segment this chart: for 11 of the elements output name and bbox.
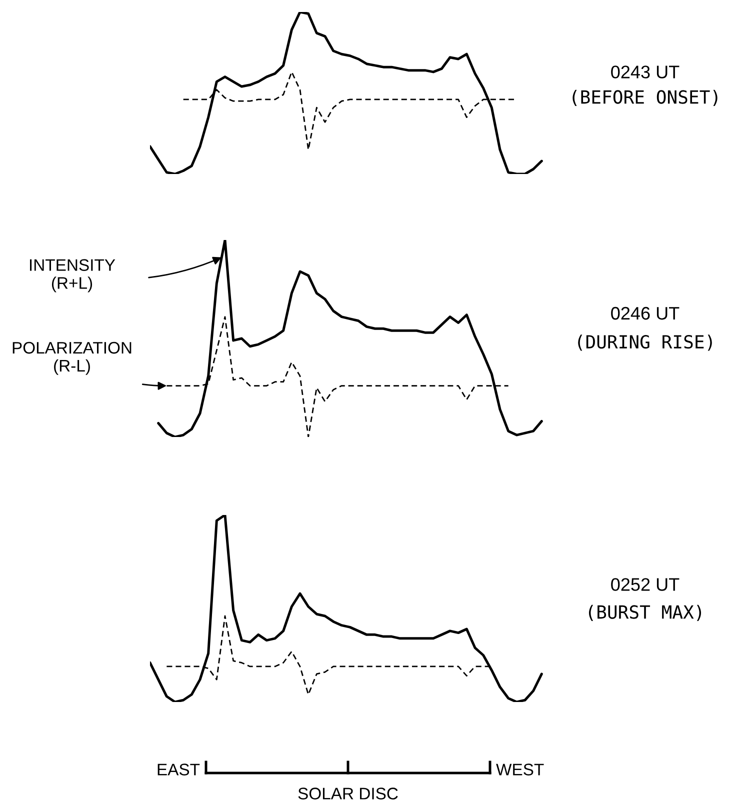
x-axis-title: SOLAR DISC — [298, 788, 398, 800]
text: (BEFORE ONSET) — [572, 90, 718, 106]
text: (BURST MAX) — [588, 604, 702, 621]
text: WEST — [496, 764, 544, 776]
text: (DURING RISE) — [578, 334, 712, 351]
text: 0252 UT — [611, 578, 680, 591]
text: EAST — [158, 764, 200, 776]
text: POLARIZATION (R-L) — [12, 342, 132, 375]
text: 0243 UT — [611, 66, 680, 78]
text: 0246 UT — [611, 306, 680, 320]
legend-label: INTENSITY (R+L) — [30, 259, 116, 292]
